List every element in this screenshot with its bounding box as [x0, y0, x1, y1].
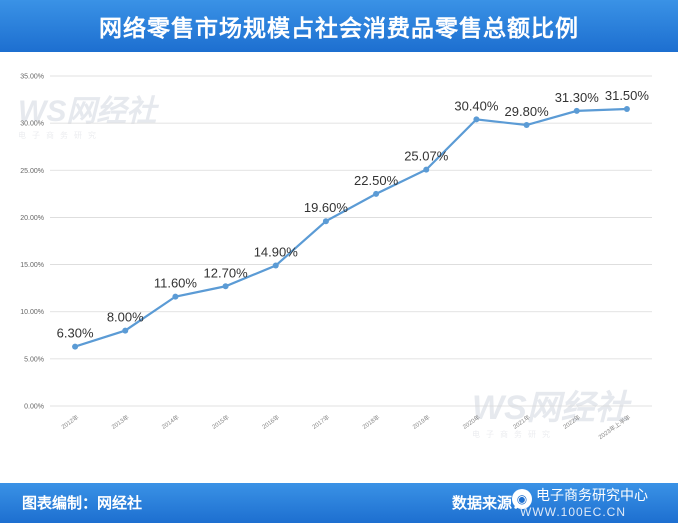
data-label: 19.60%	[304, 200, 349, 215]
x-tick-label: 2021年	[511, 413, 531, 431]
data-label: 29.80%	[505, 104, 550, 119]
data-label: 22.50%	[354, 173, 399, 188]
y-tick-label: 30.00%	[20, 121, 44, 128]
watermark-logo-2: WS网经社 电子商务研究	[472, 389, 629, 439]
data-label: 25.07%	[404, 149, 449, 164]
data-point	[623, 106, 630, 112]
chart-title-banner: 网络零售市场规模占社会消费品零售总额比例	[0, 0, 678, 52]
data-label: 8.00%	[107, 310, 144, 325]
x-tick-label: 2022年	[561, 413, 581, 431]
data-point	[523, 122, 530, 129]
chart-title: 网络零售市场规模占社会消费品零售总额比例	[99, 15, 579, 41]
data-point	[322, 218, 329, 225]
x-tick-label: 2023年上半年	[597, 413, 632, 441]
data-label: 14.90%	[254, 245, 299, 260]
y-tick-label: 20.00%	[20, 215, 44, 222]
x-tick-label: 2015年	[210, 413, 230, 431]
y-tick-label: 35.00%	[20, 74, 44, 81]
y-tick-label: 15.00%	[20, 262, 44, 269]
footer-brand: 电子商务研究中心	[536, 487, 648, 503]
x-tick-label: 2012年	[60, 413, 80, 431]
data-label: 11.60%	[154, 276, 198, 291]
x-tick-label: 2019年	[411, 413, 431, 431]
x-tick-label: 2014年	[160, 413, 180, 431]
line-chart: 0.00% 5.00% 10.00% 15.00% 20.00% 25.00% 30.00%…	[20, 74, 652, 441]
x-tick-label: 2020年	[461, 413, 481, 431]
data-point	[72, 343, 79, 350]
footer-data-source: 数据来源：	[452, 495, 528, 512]
x-tick-label: 2018年	[361, 413, 381, 431]
data-point	[373, 190, 380, 197]
y-tick-label: 5.00%	[24, 356, 44, 363]
series-line	[74, 107, 627, 348]
data-point	[172, 293, 179, 300]
data-point	[222, 283, 229, 290]
wechat-icon: ◉	[512, 489, 532, 509]
data-point	[122, 327, 129, 334]
footer-brand-site: WWW.100EC.CN	[520, 505, 627, 519]
y-tick-label: 0.00%	[24, 404, 44, 411]
watermark-logo: WS网经社 电子商务研究	[18, 95, 157, 140]
data-point	[272, 262, 279, 269]
data-label: 31.50%	[605, 88, 650, 103]
data-label: 31.30%	[555, 90, 600, 105]
data-label: 30.40%	[454, 98, 499, 113]
x-tick-label: 2016年	[260, 413, 280, 431]
x-tick-label: 2017年	[311, 413, 331, 431]
y-tick-label: 10.00%	[20, 309, 44, 316]
data-label: 6.30%	[57, 326, 94, 341]
data-label: 12.70%	[204, 265, 249, 280]
data-point	[423, 166, 430, 173]
footer-chart-credit: 图表编制：网经社	[22, 495, 143, 512]
y-tick-label: 25.00%	[20, 168, 44, 175]
data-point	[473, 116, 480, 123]
footer-bar: 图表编制：网经社 数据来源： ◉ 电子商务研究中心 WWW.100EC.CN	[0, 483, 678, 523]
x-tick-label: 2013年	[110, 413, 130, 431]
data-point	[573, 107, 580, 114]
